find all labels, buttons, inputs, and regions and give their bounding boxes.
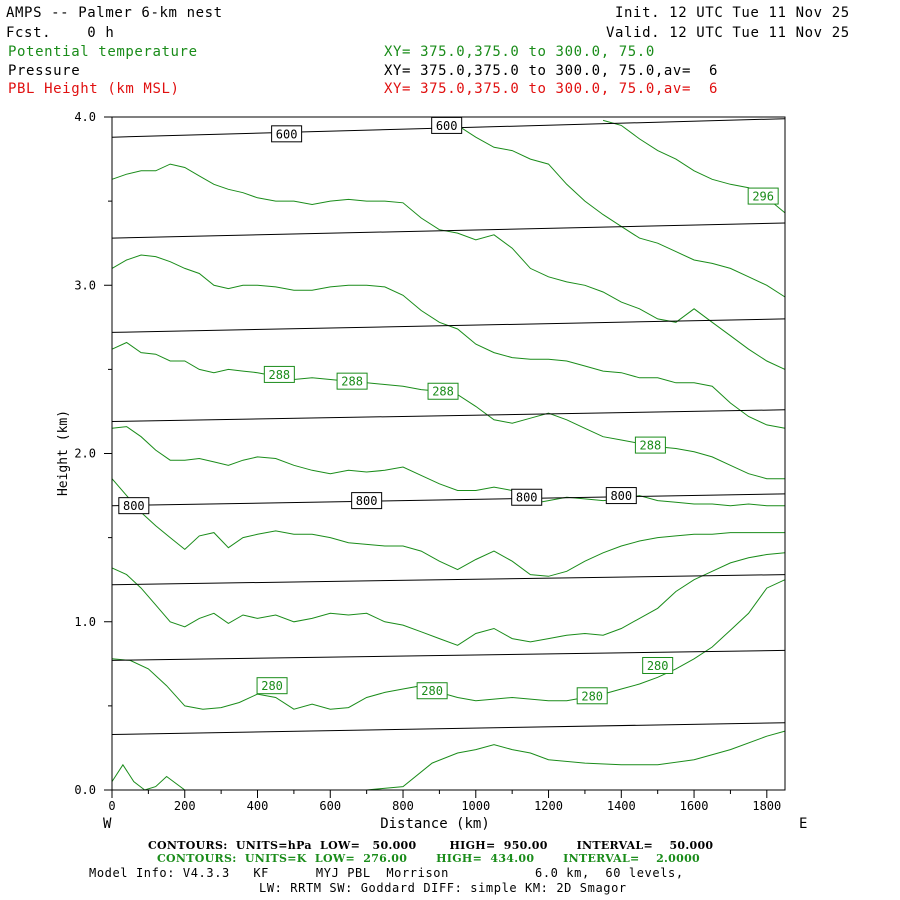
field2-xy: XY= 375.0,375.0 to 300.0, 75.0,av= 6 xyxy=(384,63,719,79)
pressure-label-1: 600 xyxy=(436,119,458,133)
init-time: Init. 12 UTC Tue 11 Nov 25 xyxy=(615,5,850,21)
field3-name: PBL Height (km MSL) xyxy=(8,81,180,97)
contour-labels: 600 600 800 800 800 800 296 288 288 288 288 280 280 2… xyxy=(118,116,779,705)
theta-label-4: 288 xyxy=(640,439,662,453)
theta-contour-3 xyxy=(111,478,785,577)
theta-label-7: 280 xyxy=(581,689,603,703)
pressure-label-5-box xyxy=(605,487,637,505)
field1-name: Potential temperature xyxy=(8,44,198,60)
x-tick-label-7: 1400 xyxy=(607,799,636,813)
x-tick-label-0: 0 xyxy=(108,799,115,813)
field1-xy: XY= 375.0,375.0 to 300.0, 75.0 xyxy=(384,44,655,60)
theta-label-8-box xyxy=(642,656,674,674)
theta-label-0-box xyxy=(747,187,779,205)
y-tick-label-2: 2.0 xyxy=(74,447,96,461)
pressure-label-4-box xyxy=(511,488,543,506)
east-label: E xyxy=(799,816,807,832)
pressure-label-5: 800 xyxy=(610,489,632,503)
theta-label-0: 296 xyxy=(752,190,774,204)
footer-pressure-contours: CONTOURS: UNITS=hPa LOW= 50.000 HIGH= 95… xyxy=(148,839,714,852)
theta-label-1: 288 xyxy=(268,368,290,382)
pressure-label-0-box xyxy=(271,125,303,143)
theta-label-6-box xyxy=(416,682,448,700)
theta-contour-9 xyxy=(439,119,786,298)
pressure-contour-700 xyxy=(111,318,786,333)
footer-theta-contours: CONTOURS: UNITS=K LOW= 276.00 HIGH= 434.… xyxy=(157,852,700,865)
pressure-contour-850 xyxy=(111,574,786,586)
x-tick-label-1: 200 xyxy=(174,799,196,813)
x-tick-label-2: 400 xyxy=(247,799,269,813)
pressure-contour-950 xyxy=(111,722,786,735)
field2-name: Pressure xyxy=(8,63,81,79)
theta-contours xyxy=(111,119,786,791)
footer-physics-info: LW: RRTM SW: Goddard DIFF: simple KM: 2D… xyxy=(259,881,627,895)
theta-label-3-box xyxy=(427,382,459,400)
pressure-label-3-box xyxy=(351,492,383,510)
theta-label-8: 280 xyxy=(647,659,669,673)
theta-label-2-box xyxy=(336,372,368,390)
west-label: W xyxy=(103,816,112,832)
theta-label-7-box xyxy=(576,687,608,705)
theta-label-4-box xyxy=(634,436,666,454)
pressure-label-3: 800 xyxy=(356,494,378,508)
theta-contour-2 xyxy=(111,552,786,646)
theta-label-2: 288 xyxy=(341,375,363,389)
y-tick-label-4: 4.0 xyxy=(74,110,96,124)
x-tick-label-6: 1200 xyxy=(534,799,563,813)
y-tick-label-0: 0.0 xyxy=(74,783,96,797)
pressure-label-0: 600 xyxy=(276,127,298,141)
x-tick-label-9: 1800 xyxy=(752,799,781,813)
x-axis-label: Distance (km) xyxy=(380,816,490,832)
pressure-contour-800 xyxy=(111,493,786,507)
pressure-contour-650 xyxy=(111,222,786,239)
pressure-label-2-box xyxy=(118,497,150,515)
pressure-label-2: 800 xyxy=(123,499,145,513)
axes: 0 200 400 600 800 1000 1200 1400 1600 1800 0.0 1.0 2… xyxy=(74,110,781,813)
plot-frame xyxy=(111,116,786,791)
theta-contour-4 xyxy=(111,426,785,507)
y-tick-label-1: 1.0 xyxy=(74,615,96,629)
y-axis-label: Height (km) xyxy=(56,410,71,496)
theta-label-5: 280 xyxy=(261,679,283,693)
theta-contour-0 xyxy=(111,730,786,791)
x-tick-label-5: 1000 xyxy=(461,799,490,813)
x-tick-label-3: 600 xyxy=(319,799,341,813)
theta-label-5-box xyxy=(256,677,288,695)
field3-xy: XY= 375.0,375.0 to 300.0, 75.0,av= 6 xyxy=(384,81,719,97)
pressure-contours xyxy=(111,118,786,735)
pressure-contour-750 xyxy=(111,409,786,422)
header-title: AMPS -- Palmer 6-km nest xyxy=(6,5,223,21)
theta-contour-1 xyxy=(111,579,786,710)
footer-model-info: Model Info: V4.3.3 KF MYJ PBL Morrison 6… xyxy=(89,866,684,880)
theta-label-3: 288 xyxy=(432,385,454,399)
pressure-contour-900 xyxy=(111,649,786,661)
theta-label-1-box xyxy=(263,365,295,383)
theta-label-6: 280 xyxy=(421,684,443,698)
forecast-hour: Fcst. 0 h xyxy=(6,25,115,41)
valid-time: Valid. 12 UTC Tue 11 Nov 25 xyxy=(606,25,850,41)
theta-contour-6 xyxy=(111,254,786,429)
x-tick-label-4: 800 xyxy=(392,799,414,813)
y-tick-label-3: 3.0 xyxy=(74,278,96,292)
theta-contour-7 xyxy=(111,163,786,370)
x-tick-label-8: 1600 xyxy=(680,799,709,813)
pressure-label-4: 800 xyxy=(516,491,538,505)
theta-contour-5 xyxy=(111,341,785,480)
